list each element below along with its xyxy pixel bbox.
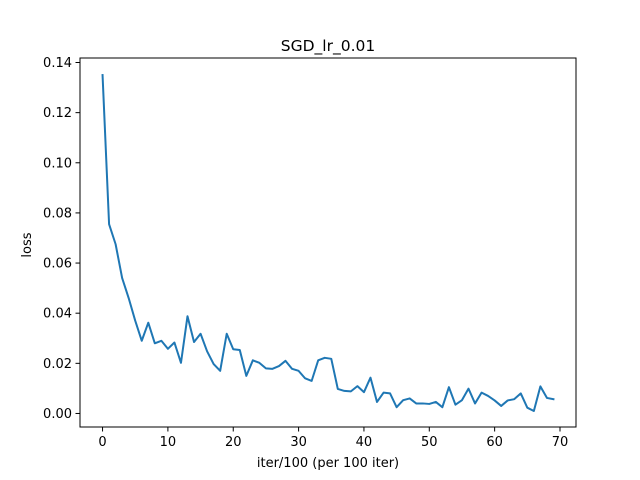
y-tick-label: 0.10 (43, 156, 72, 171)
axes-frame (79, 57, 577, 428)
x-tick-label: 60 (486, 435, 503, 450)
x-tick-label: 20 (225, 435, 242, 450)
x-axis-label: iter/100 (per 100 iter) (257, 456, 399, 471)
x-tick-label: 70 (552, 435, 569, 450)
y-tick-label: 0.14 (43, 56, 72, 71)
y-tick-label: 0.08 (43, 206, 72, 221)
y-tick-label: 0.12 (43, 106, 72, 121)
y-tick-label: 0.00 (43, 407, 72, 422)
x-tick-label: 50 (421, 435, 438, 450)
x-tick-label: 0 (98, 435, 106, 450)
plot-area: 0 10 20 30 40 50 60 70 0.00 0.02 0.04 0.06 0.08 0.10 0… (43, 56, 577, 450)
chart-title: SGD_lr_0.01 (281, 37, 375, 56)
x-tick-label: 40 (356, 435, 373, 450)
y-axis-label: loss (20, 232, 35, 257)
x-tick-label: 30 (290, 435, 307, 450)
x-tick-label: 10 (160, 435, 177, 450)
y-tick-label: 0.04 (43, 307, 72, 322)
series-line-0 (101, 74, 555, 412)
y-tick-label: 0.02 (43, 357, 72, 372)
y-tick-label: 0.06 (43, 257, 72, 272)
